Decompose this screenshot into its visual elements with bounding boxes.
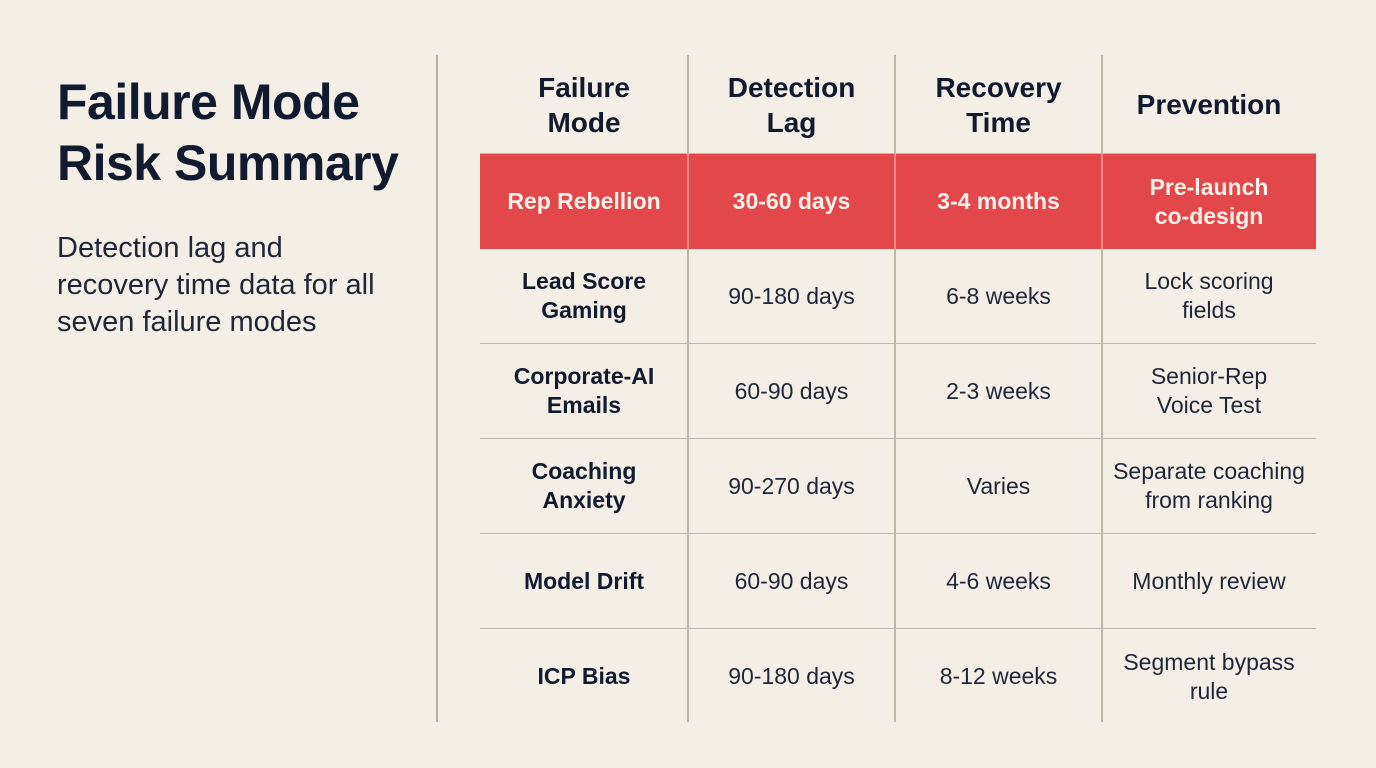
header-failure-mode: Failure Mode xyxy=(538,71,630,138)
page-title-line-1: Failure Mode xyxy=(57,74,360,130)
highlight-column-divider xyxy=(1101,154,1103,249)
table-header-row: Failure Mode Detection Lag Recovery Time… xyxy=(480,55,1316,154)
row-1-recovery: 3-4 months xyxy=(937,188,1060,214)
table-row: Coaching Anxiety 90-270 days Varies Sepa… xyxy=(480,439,1316,534)
table-row: Lead Score Gaming 90-180 days 6-8 weeks … xyxy=(480,249,1316,344)
page-title-line-2: Risk Summary xyxy=(57,135,399,191)
page-subtitle-line-1: Detection lag and xyxy=(57,232,283,264)
row-2-prevention: Lock scoring fields xyxy=(1144,268,1274,323)
page-subtitle: Detection lag and recovery time data for… xyxy=(57,230,427,341)
header-recovery-time: Recovery Time xyxy=(935,71,1062,138)
highlight-column-divider xyxy=(894,154,896,249)
header-detection-lag: Detection Lag xyxy=(727,71,856,138)
row-2-mode: Lead Score Gaming xyxy=(522,268,646,323)
page-title: Failure Mode Risk Summary xyxy=(57,72,427,194)
row-3-prevention: Senior-Rep Voice Test xyxy=(1150,363,1268,418)
row-5-prevention: Monthly review xyxy=(1132,567,1286,594)
page-subtitle-line-3: seven failure modes xyxy=(57,306,317,338)
row-4-lag: 90-270 days xyxy=(728,472,855,499)
column-divider xyxy=(1101,55,1103,722)
table-row: Corporate-AI Emails 60-90 days 2-3 weeks… xyxy=(480,344,1316,439)
row-2-lag: 90-180 days xyxy=(728,282,855,309)
row-6-prevention: Segment bypass rule xyxy=(1123,648,1295,704)
page-subtitle-line-2: recovery time data for all xyxy=(57,269,375,301)
table-row: Model Drift 60-90 days 4-6 weeks Monthly… xyxy=(480,534,1316,629)
title-panel: Failure Mode Risk Summary Detection lag … xyxy=(57,72,427,341)
table-row: ICP Bias 90-180 days 8-12 weeks Segment … xyxy=(480,629,1316,724)
row-5-mode: Model Drift xyxy=(523,567,645,594)
row-2-recovery: 6-8 weeks xyxy=(946,282,1051,309)
row-1-prevention: Pre-launch co-design xyxy=(1149,173,1269,229)
row-4-prevention: Separate coaching from ranking xyxy=(1113,458,1305,513)
row-6-recovery: 8-12 weeks xyxy=(939,663,1058,689)
row-5-lag: 60-90 days xyxy=(734,567,849,594)
column-divider xyxy=(894,55,896,722)
column-divider xyxy=(687,55,689,722)
table-row-highlighted: Rep Rebellion 30-60 days 3-4 months Pre-… xyxy=(480,154,1316,249)
row-6-mode: ICP Bias xyxy=(537,663,631,689)
row-1-mode: Rep Rebellion xyxy=(507,188,661,214)
row-5-recovery: 4-6 weeks xyxy=(946,567,1051,594)
row-4-mode: Coaching Anxiety xyxy=(531,458,637,513)
row-6-lag: 90-180 days xyxy=(728,663,855,689)
header-divider xyxy=(480,153,1316,155)
row-4-recovery: Varies xyxy=(966,472,1031,499)
highlight-column-divider xyxy=(687,154,689,249)
row-1-lag: 30-60 days xyxy=(732,188,851,214)
row-3-mode: Corporate-AI Emails xyxy=(513,363,655,418)
section-divider xyxy=(436,55,438,722)
row-3-lag: 60-90 days xyxy=(734,377,849,404)
risk-table: Failure Mode Detection Lag Recovery Time… xyxy=(480,55,1316,722)
row-3-recovery: 2-3 weeks xyxy=(946,377,1051,404)
header-prevention: Prevention xyxy=(1136,89,1282,120)
